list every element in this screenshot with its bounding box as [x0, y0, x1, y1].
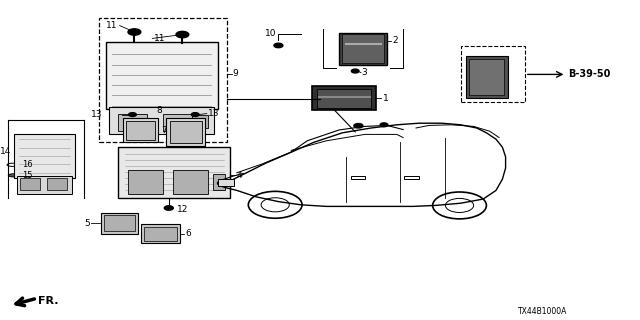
Text: 10: 10	[265, 29, 276, 38]
Bar	[109, 107, 214, 134]
Text: 6: 6	[186, 229, 191, 238]
Circle shape	[380, 123, 388, 127]
Bar	[118, 114, 147, 131]
Bar	[404, 176, 419, 179]
Bar	[213, 174, 225, 190]
Circle shape	[191, 113, 199, 116]
Text: 12: 12	[177, 205, 188, 214]
Circle shape	[176, 31, 189, 38]
Text: 9: 9	[232, 69, 238, 78]
Bar	[469, 59, 504, 95]
Bar	[141, 224, 180, 243]
Bar	[14, 134, 75, 178]
Circle shape	[351, 69, 359, 73]
Text: 5: 5	[84, 219, 90, 228]
Text: 14: 14	[0, 147, 12, 156]
Text: B-39-50: B-39-50	[568, 69, 611, 79]
Text: 2: 2	[392, 36, 398, 45]
Bar	[123, 118, 158, 142]
Text: FR.: FR.	[38, 296, 59, 306]
Bar	[218, 179, 234, 186]
Text: 15: 15	[22, 171, 32, 180]
Bar	[317, 89, 371, 108]
Text: 8: 8	[156, 106, 162, 115]
Bar	[163, 114, 192, 131]
Text: 13: 13	[208, 109, 220, 118]
Circle shape	[354, 124, 363, 128]
Bar	[351, 176, 365, 179]
Bar	[126, 121, 155, 140]
Text: 13: 13	[91, 110, 102, 119]
Bar	[128, 170, 163, 194]
Bar	[17, 176, 72, 194]
Circle shape	[274, 43, 283, 48]
Text: 1: 1	[383, 94, 388, 103]
Bar	[466, 56, 508, 98]
Bar	[118, 147, 230, 198]
Text: 11: 11	[154, 34, 165, 43]
Bar	[20, 178, 40, 190]
Text: 16: 16	[22, 160, 33, 169]
Text: 3: 3	[362, 68, 367, 77]
Bar	[104, 215, 135, 231]
Text: TX44B1000A: TX44B1000A	[518, 308, 568, 316]
Bar	[144, 227, 177, 241]
Circle shape	[128, 29, 141, 35]
Circle shape	[164, 206, 173, 210]
Bar	[312, 86, 376, 110]
Bar	[342, 34, 384, 63]
Bar	[170, 121, 202, 143]
Bar	[173, 170, 208, 194]
Text: 7: 7	[161, 126, 167, 135]
Text: 11: 11	[106, 21, 117, 30]
Bar	[47, 178, 67, 190]
Bar	[101, 213, 138, 234]
Bar	[99, 18, 227, 142]
Bar	[339, 33, 387, 65]
Bar	[192, 115, 208, 128]
Ellipse shape	[8, 174, 20, 177]
Bar	[461, 46, 525, 102]
Text: 4: 4	[237, 171, 243, 180]
Ellipse shape	[7, 163, 19, 166]
Bar	[166, 118, 205, 146]
Bar	[106, 42, 218, 109]
Circle shape	[129, 113, 136, 116]
